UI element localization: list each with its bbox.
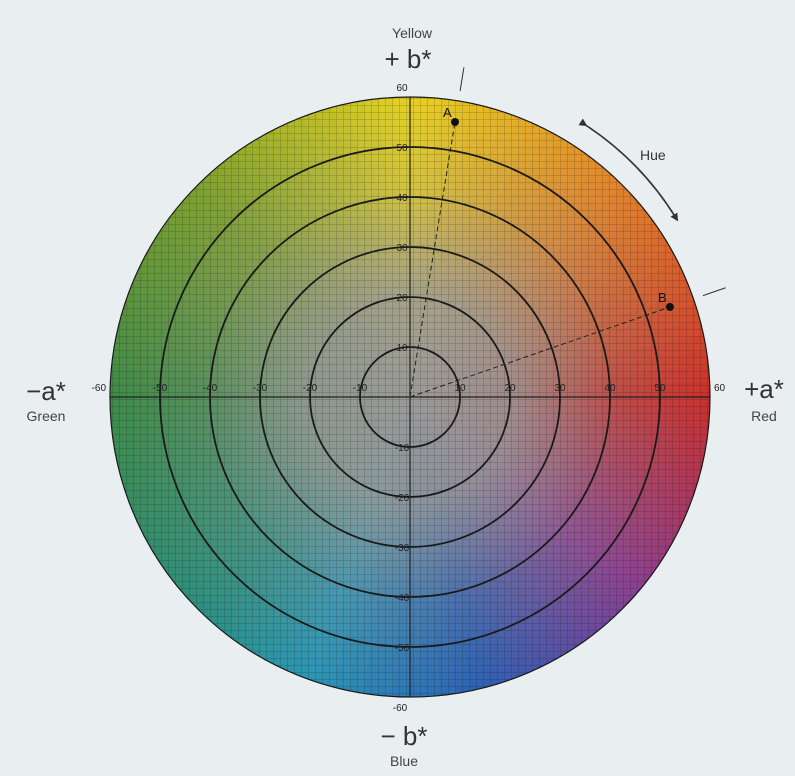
a-axis-tick-label: 60 bbox=[714, 383, 726, 394]
a-axis-tick-label: -50 bbox=[153, 383, 168, 394]
sample-point-a bbox=[451, 118, 459, 126]
hue-label: Hue bbox=[640, 147, 666, 163]
a-axis-tick-label: 20 bbox=[504, 383, 516, 394]
b-axis-tick-label: 10 bbox=[396, 343, 408, 354]
a-axis-tick-label: -10 bbox=[353, 383, 368, 394]
b-axis-tick-label: -10 bbox=[395, 443, 410, 454]
minus-a-axis-label: −a* bbox=[26, 376, 66, 406]
blue-label: Blue bbox=[390, 753, 418, 769]
b-axis-tick-label: 50 bbox=[396, 143, 408, 154]
a-axis-tick-label: 40 bbox=[604, 383, 616, 394]
hue-angle-tick bbox=[460, 67, 464, 91]
b-axis-tick-label: -60 bbox=[393, 703, 408, 714]
b-axis-tick-label: -40 bbox=[395, 593, 410, 604]
a-axis-tick-label: -30 bbox=[253, 383, 268, 394]
a-axis-tick-label: 30 bbox=[554, 383, 566, 394]
b-axis-tick-label: -20 bbox=[395, 493, 410, 504]
a-axis-tick-label: -20 bbox=[303, 383, 318, 394]
minus-b-axis-label: − b* bbox=[381, 721, 428, 751]
b-axis-tick-label: 30 bbox=[396, 243, 408, 254]
b-axis-tick-label: 40 bbox=[396, 193, 408, 204]
hue-angle-tick bbox=[703, 288, 726, 296]
sample-point-label: A bbox=[443, 105, 452, 120]
a-axis-tick-label: 50 bbox=[654, 383, 666, 394]
red-label: Red bbox=[751, 408, 777, 424]
green-label: Green bbox=[27, 408, 66, 424]
b-axis-tick-label: 60 bbox=[396, 83, 408, 94]
b-axis-tick-label: -50 bbox=[395, 643, 410, 654]
sample-point-b bbox=[666, 303, 674, 311]
a-axis-tick-label: 10 bbox=[454, 383, 466, 394]
b-axis-tick-label: -30 bbox=[395, 543, 410, 554]
b-axis-tick-label: 20 bbox=[396, 293, 408, 304]
a-axis-tick-label: -40 bbox=[203, 383, 218, 394]
a-axis-tick-label: -60 bbox=[92, 383, 107, 394]
plus-a-axis-label: +a* bbox=[744, 374, 784, 404]
yellow-label: Yellow bbox=[392, 25, 433, 41]
plus-b-axis-label: + b* bbox=[385, 44, 432, 74]
sample-point-label: B bbox=[658, 290, 667, 305]
